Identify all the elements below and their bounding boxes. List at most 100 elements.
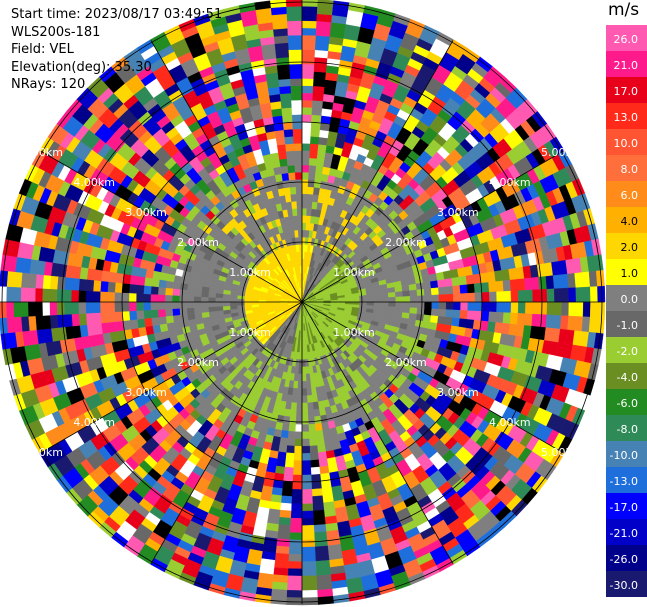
velocity-cell bbox=[136, 310, 145, 320]
velocity-cell bbox=[288, 423, 296, 432]
velocity-cell bbox=[150, 285, 159, 295]
velocity-cell bbox=[417, 295, 425, 303]
velocity-cell bbox=[271, 581, 288, 591]
velocity-cell bbox=[306, 395, 313, 404]
velocity-cell bbox=[301, 5, 318, 22]
velocity-cell bbox=[293, 222, 299, 231]
velocity-cell bbox=[301, 597, 319, 606]
velocity-cell bbox=[128, 292, 137, 303]
velocity-cell bbox=[49, 275, 59, 290]
velocity-cell bbox=[451, 317, 461, 328]
velocity-cell bbox=[305, 380, 312, 389]
colorbar-segment bbox=[606, 103, 647, 129]
velocity-cell bbox=[285, 201, 293, 210]
velocity-cell bbox=[172, 281, 182, 290]
velocity-cell bbox=[85, 301, 101, 314]
colorbar-tick-label: 10.0 bbox=[614, 137, 639, 150]
velocity-cell bbox=[308, 164, 317, 174]
velocity-cell bbox=[296, 402, 303, 411]
velocity-cell bbox=[150, 301, 166, 311]
velocity-cell bbox=[307, 416, 316, 425]
velocity-cell bbox=[49, 301, 58, 316]
velocity-cell bbox=[0, 331, 18, 350]
velocity-cell bbox=[466, 310, 483, 322]
velocity-cell bbox=[586, 254, 604, 273]
radial-spoke bbox=[301, 40, 454, 303]
colorbar-segment bbox=[606, 233, 647, 259]
velocity-cell bbox=[20, 272, 37, 289]
velocity-cell bbox=[301, 489, 313, 505]
colorbar-segment bbox=[606, 415, 647, 441]
velocity-cell bbox=[408, 283, 418, 291]
velocity-cell bbox=[431, 301, 440, 310]
velocity-cell bbox=[287, 561, 303, 570]
velocity-cell bbox=[35, 314, 52, 331]
velocity-cell bbox=[283, 186, 291, 196]
velocity-cell bbox=[215, 297, 224, 303]
velocity-cell bbox=[301, 589, 318, 599]
velocity-cell bbox=[165, 315, 174, 324]
colorbar-segment bbox=[606, 155, 647, 181]
velocity-cell bbox=[532, 288, 548, 303]
velocity-cell bbox=[380, 301, 389, 307]
velocity-cell bbox=[553, 287, 570, 303]
velocity-cell bbox=[494, 269, 511, 282]
velocity-cell bbox=[474, 292, 483, 303]
velocity-cell bbox=[301, 453, 311, 461]
velocity-cell bbox=[279, 158, 288, 167]
velocity-cell bbox=[307, 409, 315, 418]
velocity-cell bbox=[279, 509, 292, 519]
velocity-cell bbox=[164, 294, 173, 303]
velocity-cell bbox=[164, 301, 173, 310]
velocity-cell bbox=[304, 359, 310, 368]
velocity-cell bbox=[311, 495, 325, 512]
velocity-cell bbox=[270, 0, 287, 9]
velocity-cell bbox=[286, 438, 296, 447]
velocity-cell bbox=[301, 409, 309, 418]
colorbar-tick-label: -13.0 bbox=[610, 475, 638, 488]
velocity-cell bbox=[290, 402, 297, 411]
velocity-cell bbox=[313, 531, 328, 548]
velocity-cell bbox=[215, 305, 224, 312]
velocity-cell bbox=[582, 301, 591, 318]
velocity-cell bbox=[345, 576, 364, 595]
velocity-cell bbox=[301, 207, 308, 216]
range-ring-label: 4.00km bbox=[73, 416, 115, 429]
velocity-cell bbox=[301, 352, 306, 360]
velocity-cell bbox=[42, 301, 51, 316]
velocity-cell bbox=[100, 311, 109, 324]
velocity-cell bbox=[200, 306, 209, 313]
velocity-cell bbox=[517, 289, 534, 303]
velocity-cell bbox=[265, 72, 280, 89]
radial-spoke bbox=[301, 301, 454, 564]
velocity-cell bbox=[2, 238, 20, 258]
velocity-cell bbox=[293, 150, 303, 166]
velocity-cell bbox=[525, 301, 534, 315]
velocity-cell bbox=[481, 301, 498, 313]
velocity-cell bbox=[236, 301, 245, 306]
velocity-cell bbox=[572, 330, 590, 348]
velocity-cell bbox=[63, 301, 79, 315]
velocity-cell bbox=[380, 292, 389, 299]
velocity-cell bbox=[430, 280, 439, 289]
velocity-cell bbox=[296, 193, 303, 202]
velocity-cell bbox=[301, 575, 318, 591]
radial-spoke bbox=[150, 301, 303, 564]
velocity-cell bbox=[143, 317, 153, 328]
velocity-cell bbox=[301, 229, 307, 238]
radial-spoke bbox=[40, 301, 303, 454]
velocity-cell bbox=[13, 301, 29, 318]
velocity-cell bbox=[261, 43, 277, 60]
colorbar-tick-label: 8.0 bbox=[621, 163, 639, 176]
velocity-cell bbox=[0, 254, 18, 273]
velocity-cell bbox=[305, 373, 311, 382]
velocity-cell bbox=[172, 288, 181, 296]
velocity-cell bbox=[193, 296, 202, 303]
velocity-cell bbox=[311, 114, 322, 123]
velocity-cell bbox=[325, 529, 341, 547]
colorbar-segment bbox=[606, 545, 647, 571]
velocity-cell bbox=[292, 128, 303, 144]
velocity-cell bbox=[301, 460, 312, 476]
velocity-cell bbox=[301, 517, 314, 526]
velocity-cell bbox=[286, 5, 303, 22]
